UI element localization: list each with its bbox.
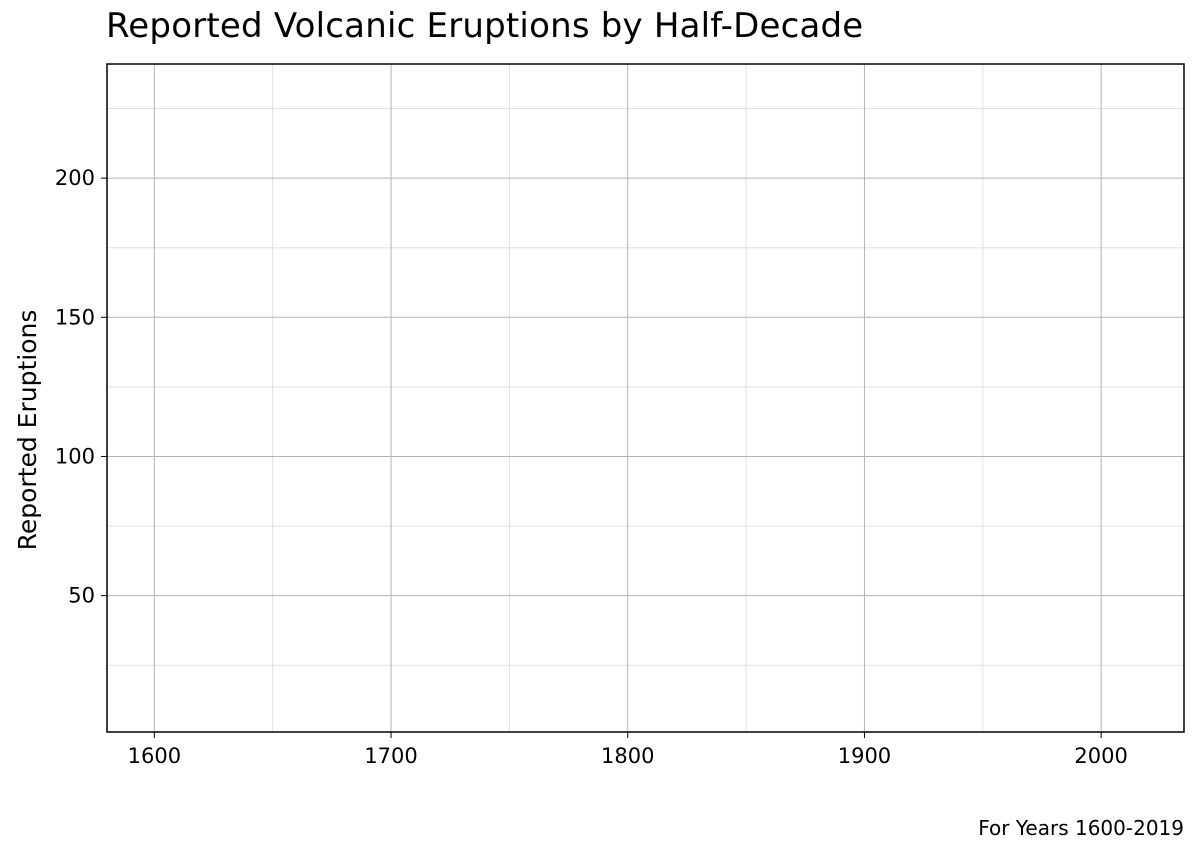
y-tick-label: 100 xyxy=(55,444,95,468)
x-tick-label: 1800 xyxy=(601,744,654,768)
plot-panel xyxy=(106,63,1185,733)
x-tick-label: 2000 xyxy=(1074,744,1127,768)
y-axis-label: Reported Eruptions xyxy=(13,310,42,551)
y-axis: 50 100 150 200 xyxy=(55,166,107,608)
y-tick-label: 50 xyxy=(68,584,95,608)
chart-caption: For Years 1600-2019 xyxy=(978,816,1184,840)
x-tick-label: 1900 xyxy=(838,744,891,768)
y-tick-label: 150 xyxy=(55,305,95,329)
x-tick-label: 1600 xyxy=(128,744,181,768)
x-tick-label: 1700 xyxy=(364,744,417,768)
y-tick-label: 200 xyxy=(55,166,95,190)
minor-gridlines xyxy=(107,64,1184,732)
major-gridlines xyxy=(107,64,1184,732)
x-axis: 1600 1700 1800 1900 2000 xyxy=(128,732,1128,768)
chart-title: Reported Volcanic Eruptions by Half-Deca… xyxy=(106,6,864,46)
